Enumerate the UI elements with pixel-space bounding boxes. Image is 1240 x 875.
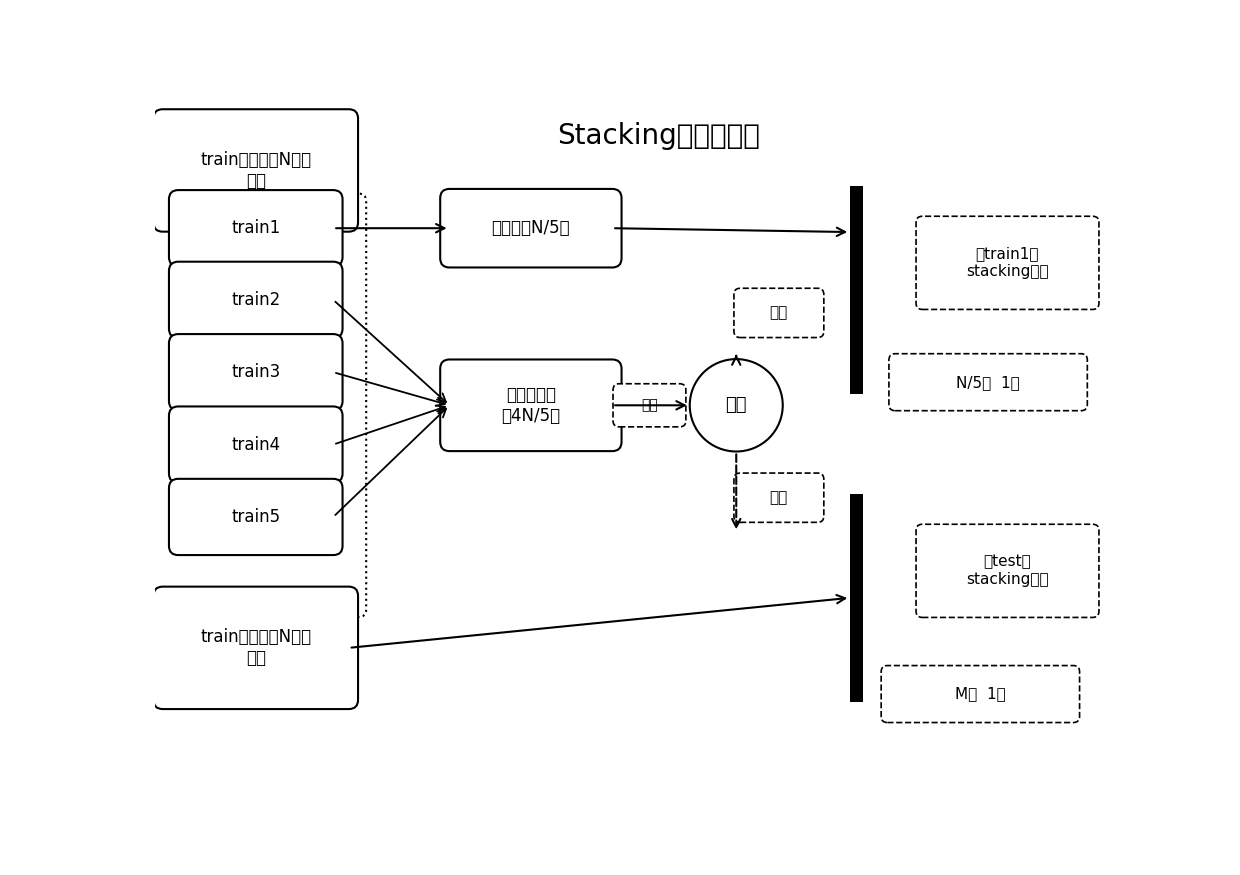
FancyBboxPatch shape: [169, 479, 342, 555]
FancyBboxPatch shape: [882, 666, 1080, 723]
Text: train训练集（N个样
本）: train训练集（N个样 本）: [200, 628, 311, 668]
Text: 对train1的
stacking转换: 对train1的 stacking转换: [966, 247, 1049, 279]
FancyBboxPatch shape: [154, 586, 358, 709]
Text: 建模数据集
（4N/5）: 建模数据集 （4N/5）: [501, 386, 560, 424]
Text: train1: train1: [231, 220, 280, 237]
Text: M行  1列: M行 1列: [955, 687, 1006, 702]
FancyBboxPatch shape: [169, 190, 342, 266]
FancyBboxPatch shape: [916, 524, 1099, 618]
Bar: [851, 493, 863, 702]
Text: train5: train5: [231, 508, 280, 526]
FancyBboxPatch shape: [889, 354, 1087, 410]
Text: Stacking的简单介绍: Stacking的简单介绍: [557, 122, 760, 150]
Text: 模型: 模型: [725, 396, 746, 414]
Text: train3: train3: [231, 363, 280, 382]
FancyBboxPatch shape: [916, 216, 1099, 310]
Text: 建模: 建模: [641, 398, 658, 412]
Text: 预测: 预测: [770, 305, 787, 320]
FancyBboxPatch shape: [169, 407, 342, 483]
Bar: [851, 186, 863, 394]
FancyBboxPatch shape: [154, 109, 358, 232]
FancyBboxPatch shape: [440, 189, 621, 268]
Text: train4: train4: [231, 436, 280, 453]
Text: 预测: 预测: [770, 490, 787, 505]
FancyBboxPatch shape: [169, 262, 342, 338]
FancyBboxPatch shape: [440, 360, 621, 452]
FancyBboxPatch shape: [734, 288, 823, 338]
Text: 对test的
stacking转换: 对test的 stacking转换: [966, 555, 1049, 587]
Text: train2: train2: [231, 290, 280, 309]
FancyBboxPatch shape: [734, 473, 823, 522]
Text: N/5行  1列: N/5行 1列: [956, 374, 1021, 389]
Text: train训练集（N个样
本）: train训练集（N个样 本）: [200, 151, 311, 190]
FancyBboxPatch shape: [169, 334, 342, 410]
FancyBboxPatch shape: [613, 384, 686, 427]
Text: 预测集（N/5）: 预测集（N/5）: [491, 220, 570, 237]
